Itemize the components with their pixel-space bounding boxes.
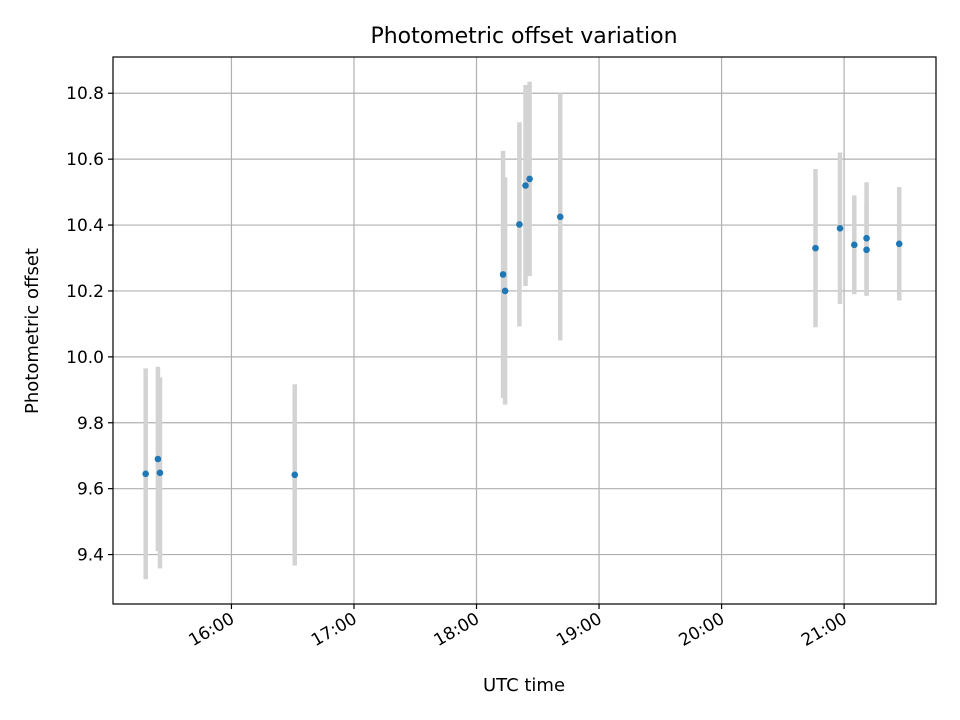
data-point (522, 182, 529, 189)
data-point (499, 271, 507, 278)
y-axis-label: Photometric offset (22, 248, 43, 414)
data-point (291, 471, 299, 479)
data-point (836, 225, 844, 232)
data-points (142, 175, 903, 479)
y-tick-label: 9.8 (77, 414, 104, 434)
y-tick-label: 10.8 (66, 84, 104, 104)
y-tick-label: 10.6 (66, 150, 104, 170)
plot-frame (112, 56, 937, 605)
data-point (863, 234, 870, 242)
data-point (851, 241, 858, 249)
data-point (526, 175, 533, 183)
y-tick-label: 9.6 (77, 480, 104, 500)
y-tick-label: 10.0 (66, 348, 104, 368)
data-point (895, 240, 903, 248)
data-point (516, 221, 523, 228)
data-point (142, 470, 149, 478)
chart-title: Photometric offset variation (370, 24, 677, 49)
data-point (812, 244, 819, 252)
data-point (156, 469, 164, 477)
y-tick-label: 10.2 (66, 282, 104, 302)
data-point (154, 455, 162, 463)
y-tick-label: 9.4 (77, 546, 104, 566)
data-point (556, 213, 564, 221)
data-point (863, 246, 870, 254)
y-tick-label: 10.4 (66, 216, 104, 236)
x-axis-label: UTC time (483, 675, 565, 696)
data-point (501, 287, 509, 295)
